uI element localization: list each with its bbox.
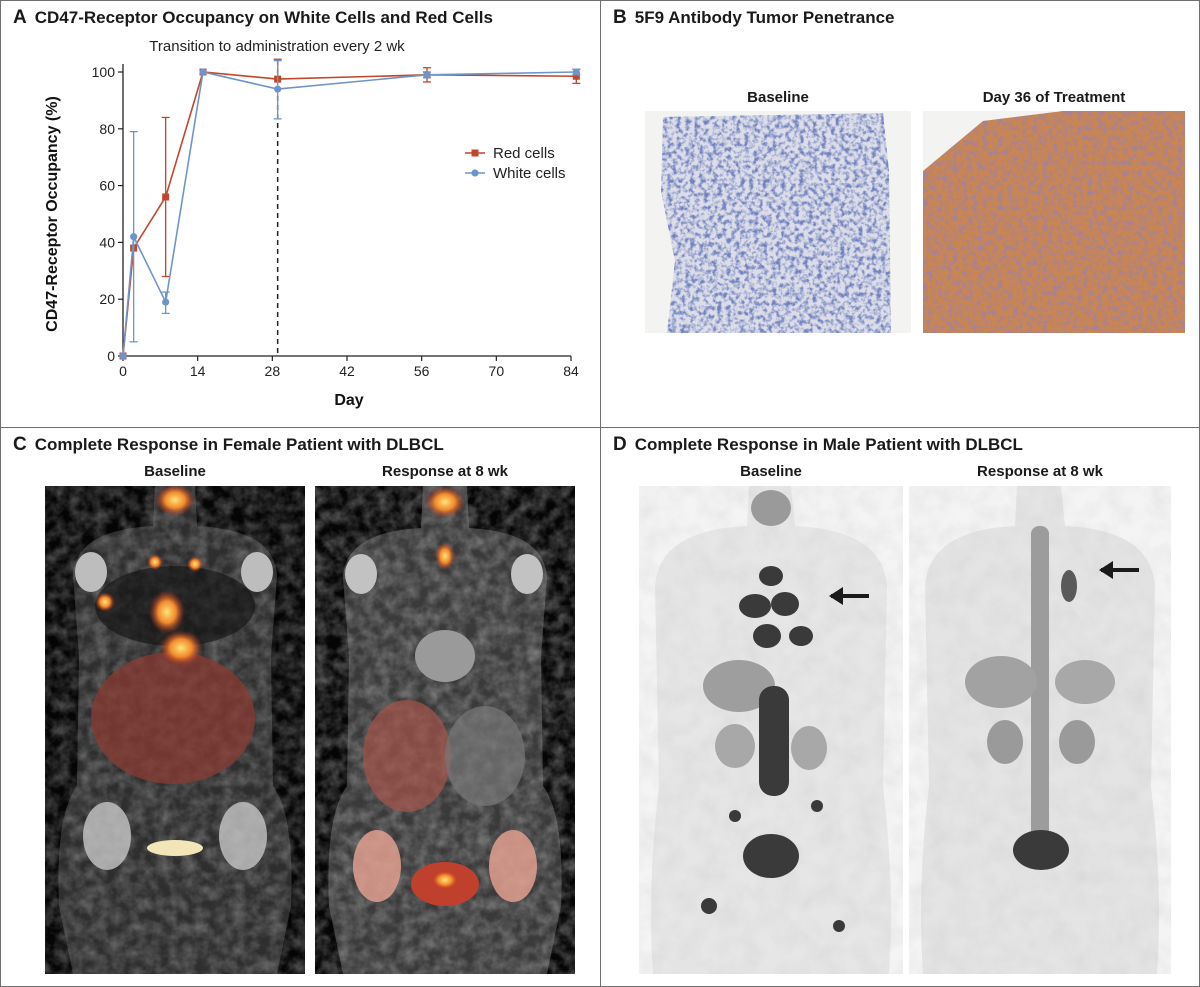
panel-a-title: A CD47-Receptor Occupancy on White Cells … bbox=[13, 7, 493, 29]
x-tick-label: 0 bbox=[119, 363, 127, 379]
red-cells-point bbox=[572, 72, 580, 80]
x-tick-label: 84 bbox=[563, 363, 579, 379]
plot-area: 0 20 40 60 80 100 0 14 28 42 56 70 84 Red cells White … bbox=[92, 58, 581, 379]
panel-b-letter: B bbox=[613, 7, 627, 28]
y-tick-label: 100 bbox=[92, 64, 116, 80]
panel-b-title-text: 5F9 Antibody Tumor Penetrance bbox=[634, 8, 895, 27]
y-tick-label: 20 bbox=[99, 291, 115, 307]
red-cells-series-line bbox=[122, 71, 577, 357]
panel-a: A CD47-Receptor Occupancy on White Cells … bbox=[0, 0, 601, 428]
panel-d-response-label: Response at 8 wk bbox=[977, 463, 1103, 480]
white-cells-legend-marker bbox=[471, 169, 479, 177]
panel-d-baseline-label: Baseline bbox=[740, 463, 802, 480]
panel-c-title-text: Complete Response in Female Patient with… bbox=[34, 435, 444, 454]
white-cells-point bbox=[423, 71, 431, 79]
panel-a-letter: A bbox=[13, 7, 27, 28]
chart-annotation: Transition to administration every 2 wk bbox=[149, 38, 405, 55]
white-cells-point bbox=[199, 68, 207, 76]
red-cells-point bbox=[162, 193, 170, 201]
panel-c-response-label: Response at 8 wk bbox=[382, 463, 508, 480]
x-tick-label: 42 bbox=[339, 363, 355, 379]
panel-b-day36-label: Day 36 of Treatment bbox=[982, 89, 1126, 106]
x-tick-label: 56 bbox=[414, 363, 430, 379]
white-cells-point bbox=[130, 233, 138, 241]
panel-b-title: B 5F9 Antibody Tumor Penetrance bbox=[613, 7, 895, 29]
red-cells-legend-marker bbox=[471, 149, 479, 157]
male-response-pet-mip-image bbox=[909, 486, 1171, 974]
x-tick-label: 28 bbox=[265, 363, 281, 379]
white-cells-legend-label: White cells bbox=[493, 165, 566, 182]
red-cells-legend-label: Red cells bbox=[493, 145, 555, 162]
white-cells-point bbox=[162, 298, 170, 306]
baseline-histology-image bbox=[645, 111, 911, 333]
y-tick-label: 40 bbox=[99, 234, 115, 250]
panel-c-title: C Complete Response in Female Patient wit… bbox=[13, 434, 444, 456]
panel-d: D Complete Response in Male Patient with … bbox=[600, 427, 1200, 987]
panel-d-letter: D bbox=[613, 434, 627, 455]
y-tick-label: 0 bbox=[107, 348, 115, 364]
panel-c: C Complete Response in Female Patient wit… bbox=[0, 427, 601, 987]
y-tick-label: 60 bbox=[99, 178, 115, 194]
panel-c-baseline-label: Baseline bbox=[144, 463, 206, 480]
panel-d-title: D Complete Response in Male Patient with … bbox=[613, 434, 1023, 456]
panel-a-title-text: CD47-Receptor Occupancy on White Cells a… bbox=[34, 8, 493, 27]
male-baseline-pet-mip-image bbox=[639, 486, 903, 974]
panel-b: B 5F9 Antibody Tumor Penetrance Baseline … bbox=[600, 0, 1200, 428]
x-axis-label: Day bbox=[334, 392, 363, 409]
x-tick-label: 70 bbox=[489, 363, 505, 379]
occupancy-chart: Transition to administration every 2 wk … bbox=[44, 38, 581, 409]
y-axis-label: CD47-Receptor Occupancy (%) bbox=[44, 96, 61, 332]
female-baseline-pet-ct-image bbox=[45, 486, 305, 974]
white-cells-point bbox=[274, 85, 282, 93]
panel-d-title-text: Complete Response in Male Patient with D… bbox=[634, 435, 1023, 454]
panel-c-letter: C bbox=[13, 434, 27, 455]
y-tick-label: 80 bbox=[99, 121, 115, 137]
x-tick-label: 14 bbox=[190, 363, 206, 379]
panel-b-baseline-label: Baseline bbox=[747, 89, 809, 106]
white-cells-point bbox=[572, 68, 580, 76]
day36-histology-image bbox=[923, 111, 1185, 333]
female-response-pet-ct-image bbox=[315, 486, 575, 974]
white-cells-point bbox=[119, 352, 127, 360]
